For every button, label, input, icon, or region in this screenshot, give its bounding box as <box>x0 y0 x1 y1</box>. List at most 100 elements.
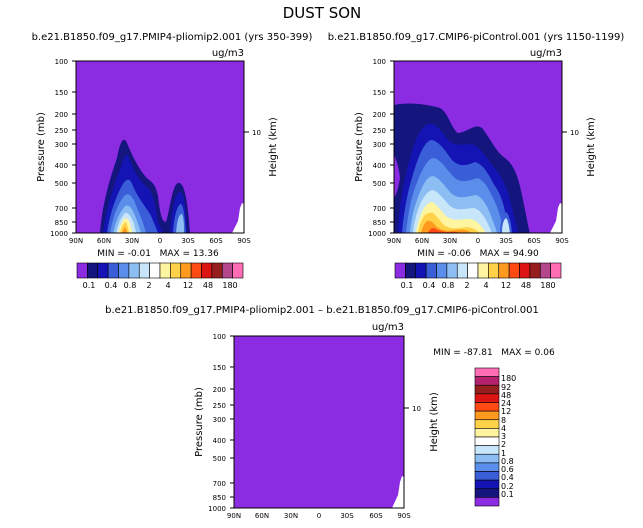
y-tick: 250 <box>55 127 68 135</box>
colorbar-swatch <box>474 462 500 472</box>
colorbar-label: 0.1 <box>401 281 414 290</box>
y-tick: 1000 <box>208 505 226 513</box>
x-tick: 90N <box>227 512 241 520</box>
panel-difference-units: ug/m3 <box>372 322 404 333</box>
panel-pliomip2-right-tick: 10 <box>252 129 261 137</box>
y-tick: 500 <box>55 180 68 188</box>
panel-picontrol-title: b.e21.B1850.f09_g17.CMIP6-piControl.001 … <box>328 32 625 43</box>
y-tick: 200 <box>55 111 68 119</box>
x-tick: 60N <box>255 512 269 520</box>
y-tick: 500 <box>213 455 226 463</box>
panel-pliomip2-x-ticks: 90N 60N 30N 0 30S 60S 90S <box>69 237 251 245</box>
colorbar-swatch <box>456 262 468 279</box>
colorbar-label: 0.4 <box>105 281 118 290</box>
x-tick: 90N <box>69 237 83 245</box>
colorbar-label: 0.4 <box>423 281 436 290</box>
colorbar-label: 0.1 <box>501 490 514 499</box>
colorbar-swatch <box>138 262 150 279</box>
colorbar-swatch <box>76 262 88 279</box>
y-tick: 700 <box>55 205 68 213</box>
colorbar-label: 92 <box>501 383 511 392</box>
colorbar-swatch <box>474 428 500 438</box>
panel-pliomip2-ylabel: Pressure (mb) <box>36 112 47 182</box>
y-tick: 1000 <box>368 230 386 238</box>
y-tick: 250 <box>213 402 226 410</box>
colorbar-swatch <box>474 410 500 421</box>
x-tick: 60S <box>209 237 223 245</box>
colorbar-swatch <box>97 262 109 279</box>
y-tick: 1000 <box>50 230 68 238</box>
colorbar-swatch <box>498 262 510 279</box>
colorbar-swatch <box>201 262 213 279</box>
y-tick: 300 <box>213 416 226 424</box>
colorbar-swatch <box>474 402 500 412</box>
panel-difference: b.e21.B1850.f09_g17.PMIP4-pliomip2.001 –… <box>105 305 555 520</box>
y-tick: 400 <box>55 162 68 170</box>
x-tick: 30S <box>340 512 354 520</box>
panel-picontrol-frame <box>393 60 563 234</box>
colorbar-swatch <box>128 262 140 279</box>
colorbar-swatch <box>474 367 500 377</box>
main-title: DUST SON <box>283 4 362 22</box>
y-tick: 500 <box>373 180 386 188</box>
colorbar-swatch <box>425 262 437 279</box>
panel-picontrol-right-tick: 10 <box>570 129 579 137</box>
colorbar-swatch <box>550 262 562 279</box>
colorbar-swatch <box>539 262 551 279</box>
panel-pliomip2-y-tick-marks <box>72 60 249 234</box>
panel-pliomip2-ylabel-right: Height (km) <box>268 117 279 177</box>
x-tick: 30N <box>284 512 298 520</box>
y-tick: 150 <box>55 89 68 97</box>
colorbar-swatch <box>170 262 182 279</box>
colorbar-label: 3 <box>501 432 506 441</box>
y-tick: 100 <box>55 58 68 66</box>
panel-pliomip2-frame <box>75 60 245 234</box>
y-tick: 200 <box>213 386 226 394</box>
x-tick: 90N <box>387 237 401 245</box>
panel-picontrol-stats: MIN = -0.06 MAX = 94.90 <box>417 249 539 259</box>
colorbar-label: 2 <box>501 440 506 449</box>
x-tick: 30S <box>499 237 513 245</box>
colorbar-swatch <box>474 488 500 498</box>
y-tick: 200 <box>373 111 386 119</box>
panel-pliomip2: b.e21.B1850.f09_g17.PMIP4-pliomip2.001 (… <box>32 32 313 290</box>
y-tick: 300 <box>55 141 68 149</box>
colorbar-swatch <box>474 393 500 403</box>
y-tick: 150 <box>213 364 226 372</box>
x-tick: 30N <box>443 237 457 245</box>
y-tick: 850 <box>213 494 226 502</box>
colorbar-swatch <box>159 262 171 279</box>
colorbar-swatch <box>190 262 202 279</box>
colorbar-swatch <box>474 453 500 464</box>
x-tick: 90S <box>237 237 251 245</box>
colorbar-swatch <box>474 445 500 455</box>
colorbar-label: 0.8 <box>124 281 137 290</box>
x-tick: 60S <box>369 512 383 520</box>
colorbar-label: 0.6 <box>501 465 514 474</box>
colorbar-swatch <box>529 262 541 279</box>
x-tick: 60S <box>527 237 541 245</box>
panel-pliomip2-y-ticks: 100 150 200 250 300 400 500 700 850 1000 <box>50 58 68 238</box>
colorbar-swatch <box>477 262 489 279</box>
colorbar-label: 12 <box>183 281 193 290</box>
x-tick: 0 <box>317 512 321 520</box>
panel-picontrol-units: ug/m3 <box>530 48 562 59</box>
x-tick: 30S <box>181 237 195 245</box>
colorbar-swatch <box>221 262 233 279</box>
colorbar-label: 180 <box>222 281 237 290</box>
panel-difference-ylabel-right: Height (km) <box>429 392 440 452</box>
y-tick: 850 <box>55 219 68 227</box>
panel-pliomip2-stats: MIN = -0.01 MAX = 13.36 <box>97 249 219 259</box>
colorbar-label: 8 <box>501 416 506 425</box>
colorbar-swatch <box>415 262 427 279</box>
colorbar-swatch <box>405 262 417 279</box>
panel-picontrol: b.e21.B1850.f09_g17.CMIP6-piControl.001 … <box>328 32 625 290</box>
colorbar-swatch <box>474 497 500 507</box>
panel-pliomip2-colorbar-labels: 0.1 0.4 0.8 2 4 12 48 180 <box>83 281 238 290</box>
y-tick: 700 <box>213 480 226 488</box>
colorbar-swatch <box>474 419 500 429</box>
colorbar-swatch <box>474 471 500 481</box>
panel-difference-colorbar-labels: 180 92 48 24 12 8 4 3 2 1 0.8 0.6 0.4 0.… <box>501 374 516 499</box>
colorbar-swatch <box>488 262 500 279</box>
panel-picontrol-x-ticks: 90N 60N 30N 0 30S 60S 90S <box>387 237 569 245</box>
